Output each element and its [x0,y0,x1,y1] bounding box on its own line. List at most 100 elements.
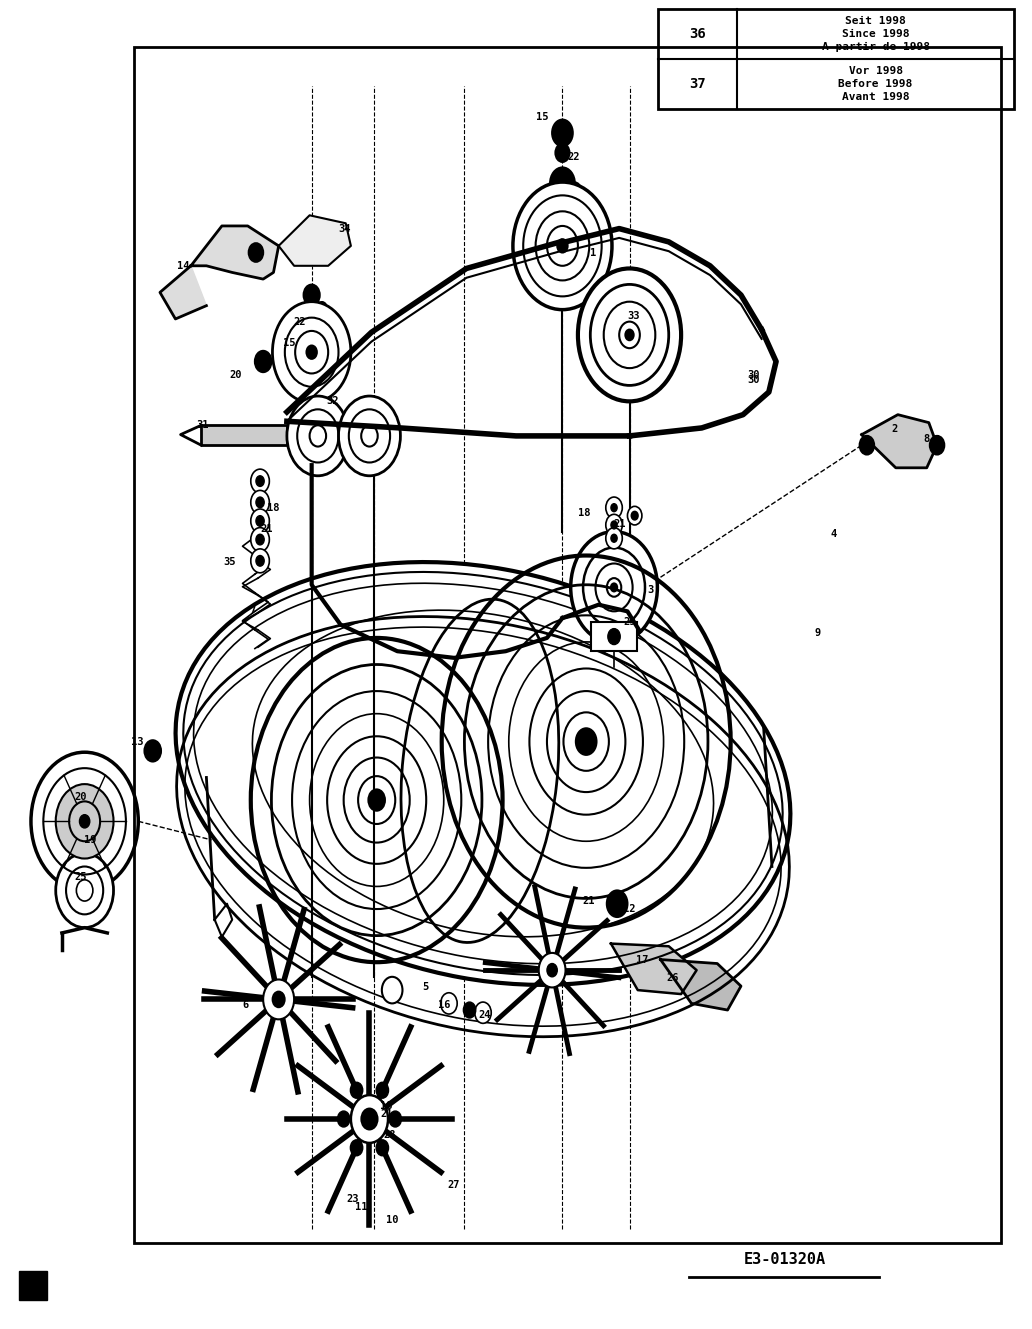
Text: 1: 1 [590,247,596,258]
Circle shape [607,890,627,917]
Polygon shape [862,415,937,468]
Circle shape [555,144,570,162]
Text: 24: 24 [479,1010,491,1021]
Text: 37: 37 [689,77,706,92]
Circle shape [578,268,681,401]
Text: Vor 1998
Before 1998
Avant 1998: Vor 1998 Before 1998 Avant 1998 [838,66,912,102]
Circle shape [318,319,330,335]
Text: 7: 7 [250,606,256,617]
Circle shape [249,243,263,262]
Bar [19,1271,47,1300]
Text: 28: 28 [384,1130,396,1140]
Circle shape [251,528,269,552]
Text: 18: 18 [578,508,590,518]
Circle shape [611,534,617,542]
Text: 20: 20 [74,792,87,803]
Text: 11: 11 [355,1201,367,1212]
Text: 25: 25 [74,872,87,882]
Text: 8: 8 [924,433,930,444]
Circle shape [272,302,351,403]
Circle shape [79,815,90,828]
Text: 34: 34 [338,223,351,234]
Circle shape [539,953,566,987]
Text: 23: 23 [347,1193,359,1204]
Bar [658,9,1014,109]
Circle shape [475,1002,491,1023]
Polygon shape [201,425,287,445]
Circle shape [256,497,264,508]
Circle shape [606,528,622,549]
Circle shape [627,506,642,525]
Text: 19: 19 [84,835,96,845]
Circle shape [611,521,617,529]
Text: 14: 14 [178,260,190,271]
Polygon shape [279,215,351,266]
Circle shape [255,351,271,372]
Circle shape [576,728,596,755]
Circle shape [251,469,269,493]
Text: 9: 9 [814,627,820,638]
Circle shape [513,182,612,310]
Text: 33: 33 [627,311,640,322]
Circle shape [569,182,581,198]
Circle shape [571,532,657,643]
Text: 4: 4 [831,529,837,540]
Text: 18: 18 [267,502,280,513]
Text: 35: 35 [223,557,235,567]
Circle shape [361,1108,378,1130]
Circle shape [251,509,269,533]
Circle shape [256,556,264,566]
Polygon shape [191,226,279,279]
Circle shape [287,396,349,476]
Polygon shape [160,266,206,319]
Circle shape [307,346,317,359]
Circle shape [625,330,634,340]
Circle shape [338,396,400,476]
Text: 15: 15 [283,338,295,348]
Circle shape [272,991,285,1007]
Circle shape [611,583,617,591]
Text: E3-01320A: E3-01320A [743,1252,826,1268]
Circle shape [389,1111,401,1127]
Text: 17: 17 [636,954,648,965]
Text: Seit 1998
Since 1998
A partir de 1998: Seit 1998 Since 1998 A partir de 1998 [821,16,930,52]
Circle shape [441,993,457,1014]
Circle shape [31,752,138,890]
Circle shape [317,302,327,315]
Circle shape [263,979,294,1019]
Bar [134,47,1001,1243]
Text: 13: 13 [131,736,143,747]
Polygon shape [660,960,741,1010]
Circle shape [376,1140,388,1156]
Circle shape [608,629,620,645]
Circle shape [382,977,402,1003]
Polygon shape [611,944,697,994]
Circle shape [606,514,622,536]
Text: 22: 22 [568,152,580,162]
Text: 27: 27 [448,1180,460,1191]
Text: 32: 32 [326,396,338,407]
Circle shape [632,512,638,520]
Text: 21: 21 [582,896,594,906]
Text: 21: 21 [613,518,625,529]
Text: 26: 26 [667,973,679,983]
Circle shape [351,1095,388,1143]
Circle shape [547,964,557,977]
Circle shape [611,504,617,512]
Text: 30: 30 [747,369,760,380]
Circle shape [303,284,320,306]
Bar [591,622,637,651]
Circle shape [56,784,114,859]
Text: 30: 30 [747,375,760,385]
Circle shape [860,436,874,455]
Text: 20: 20 [229,369,241,380]
Text: 29: 29 [623,617,636,627]
Circle shape [463,1002,476,1018]
Circle shape [368,789,385,811]
Circle shape [930,436,944,455]
Circle shape [337,1111,350,1127]
Text: 3: 3 [647,585,653,595]
Text: 5: 5 [422,982,428,993]
Text: 21: 21 [381,1108,393,1119]
Circle shape [550,167,575,199]
